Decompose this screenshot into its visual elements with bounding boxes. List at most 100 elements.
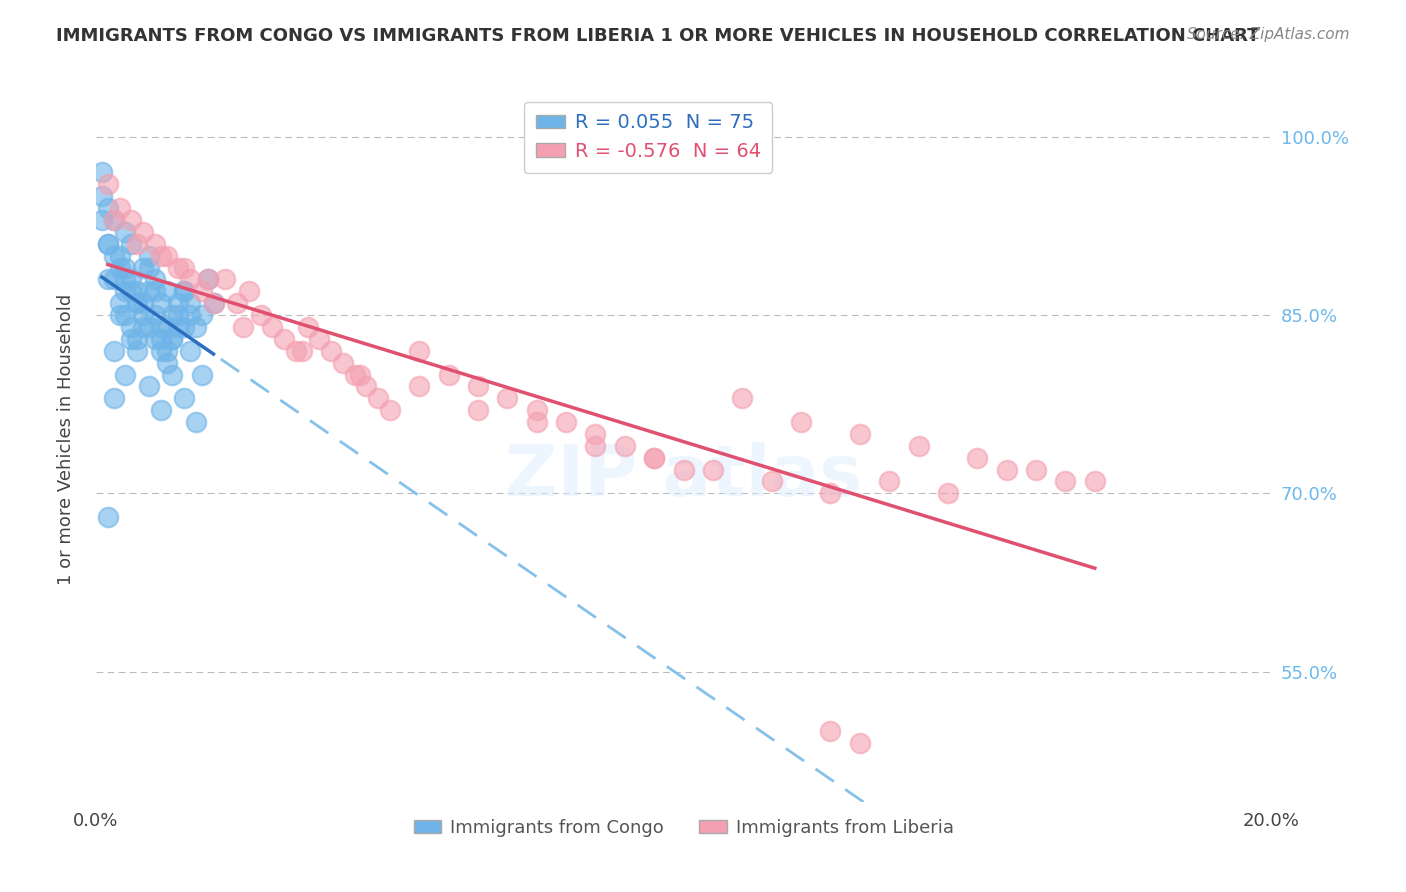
Point — [179, 308, 201, 322]
Point — [319, 343, 342, 358]
Point — [155, 320, 177, 334]
Point — [349, 368, 371, 382]
Point — [613, 439, 636, 453]
Point — [496, 391, 519, 405]
Point — [197, 272, 219, 286]
Point — [936, 486, 959, 500]
Point — [437, 368, 460, 382]
Point — [114, 225, 136, 239]
Point — [127, 236, 149, 251]
Point — [583, 426, 606, 441]
Point — [127, 296, 149, 310]
Point — [643, 450, 665, 465]
Point — [184, 320, 207, 334]
Point — [408, 343, 430, 358]
Point — [143, 236, 166, 251]
Point — [526, 415, 548, 429]
Point — [143, 272, 166, 286]
Point — [155, 356, 177, 370]
Point — [702, 462, 724, 476]
Point — [877, 475, 900, 489]
Point — [238, 285, 260, 299]
Point — [179, 272, 201, 286]
Point — [467, 403, 489, 417]
Point — [173, 320, 195, 334]
Point — [184, 415, 207, 429]
Point — [214, 272, 236, 286]
Point — [127, 296, 149, 310]
Point — [191, 368, 214, 382]
Point — [849, 426, 872, 441]
Point — [173, 285, 195, 299]
Point — [103, 249, 125, 263]
Point — [583, 439, 606, 453]
Point — [155, 285, 177, 299]
Point — [97, 272, 120, 286]
Point — [90, 213, 112, 227]
Point — [97, 510, 120, 524]
Point — [120, 320, 142, 334]
Point — [149, 403, 172, 417]
Point — [790, 415, 813, 429]
Point — [97, 178, 120, 192]
Point — [297, 320, 319, 334]
Point — [408, 379, 430, 393]
Y-axis label: 1 or more Vehicles in Household: 1 or more Vehicles in Household — [58, 294, 75, 585]
Point — [179, 343, 201, 358]
Point — [120, 236, 142, 251]
Point — [162, 332, 184, 346]
Point — [167, 308, 190, 322]
Point — [202, 296, 225, 310]
Point — [232, 320, 254, 334]
Point — [262, 320, 284, 334]
Point — [132, 308, 155, 322]
Point — [143, 285, 166, 299]
Legend: Immigrants from Congo, Immigrants from Liberia: Immigrants from Congo, Immigrants from L… — [406, 812, 960, 844]
Point — [179, 296, 201, 310]
Point — [143, 308, 166, 322]
Point — [114, 272, 136, 286]
Point — [167, 260, 190, 275]
Point — [149, 332, 172, 346]
Point — [226, 296, 249, 310]
Point — [108, 201, 131, 215]
Point — [114, 308, 136, 322]
Point — [120, 272, 142, 286]
Point — [291, 343, 314, 358]
Point — [966, 450, 988, 465]
Point — [103, 213, 125, 227]
Point — [356, 379, 378, 393]
Point — [132, 260, 155, 275]
Point — [127, 285, 149, 299]
Point — [308, 332, 330, 346]
Point — [120, 332, 142, 346]
Point — [149, 320, 172, 334]
Point — [132, 225, 155, 239]
Point — [526, 403, 548, 417]
Point — [191, 285, 214, 299]
Point — [643, 450, 665, 465]
Point — [1084, 475, 1107, 489]
Point — [995, 462, 1018, 476]
Point — [138, 260, 160, 275]
Point — [191, 308, 214, 322]
Point — [149, 249, 172, 263]
Point — [284, 343, 307, 358]
Point — [138, 379, 160, 393]
Point — [155, 343, 177, 358]
Point — [120, 285, 142, 299]
Point — [162, 308, 184, 322]
Point — [378, 403, 401, 417]
Point — [820, 486, 842, 500]
Point — [132, 296, 155, 310]
Point — [114, 285, 136, 299]
Point — [108, 296, 131, 310]
Point — [127, 343, 149, 358]
Point — [97, 236, 120, 251]
Point — [907, 439, 929, 453]
Point — [672, 462, 695, 476]
Point — [138, 320, 160, 334]
Point — [114, 368, 136, 382]
Text: Source: ZipAtlas.com: Source: ZipAtlas.com — [1187, 27, 1350, 42]
Point — [132, 320, 155, 334]
